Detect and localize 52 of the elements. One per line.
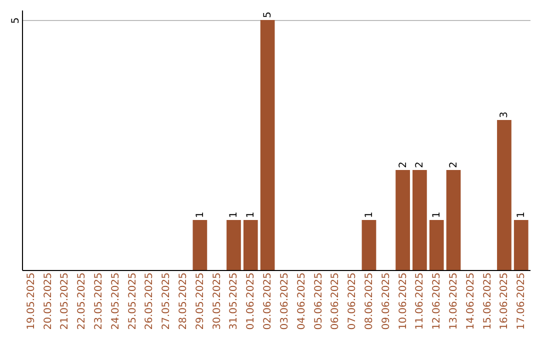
x-tick-label: 07.06.2025 bbox=[347, 272, 358, 330]
x-tick-label: 19.05.2025 bbox=[26, 272, 37, 330]
bar bbox=[362, 220, 376, 270]
data-label: 1 bbox=[228, 212, 240, 218]
x-tick-label: 13.06.2025 bbox=[448, 272, 460, 330]
x-tick-label: 03.06.2025 bbox=[279, 272, 290, 330]
x-tick-label: 09.06.2025 bbox=[380, 272, 392, 330]
x-tick-label: 23.05.2025 bbox=[93, 272, 104, 330]
bar bbox=[514, 220, 528, 270]
x-tick-label: 25.05.2025 bbox=[127, 272, 138, 330]
x-tick-label: 26.05.2025 bbox=[144, 272, 156, 330]
x-tick-label: 22.05.2025 bbox=[76, 272, 88, 330]
x-tick-label: 27.05.2025 bbox=[161, 272, 172, 330]
data-label: 1 bbox=[432, 212, 443, 218]
x-tick-label: 15.06.2025 bbox=[482, 272, 494, 330]
bar bbox=[497, 120, 512, 270]
x-tick-label: 05.06.2025 bbox=[313, 272, 324, 330]
x-tick-label: 30.05.2025 bbox=[212, 272, 223, 330]
data-label: 2 bbox=[448, 162, 460, 168]
data-label: 1 bbox=[194, 212, 206, 218]
x-tick-label: 14.06.2025 bbox=[465, 272, 476, 330]
x-tick-label: 24.05.2025 bbox=[110, 272, 122, 330]
bar bbox=[260, 20, 275, 270]
x-tick-label: 08.06.2025 bbox=[364, 272, 375, 330]
data-label: 2 bbox=[414, 162, 426, 168]
x-tick-label: 20.05.2025 bbox=[42, 272, 54, 330]
data-label: 1 bbox=[246, 212, 257, 218]
bar bbox=[243, 220, 258, 270]
x-tick-label: 11.06.2025 bbox=[414, 272, 426, 330]
data-label: 5 bbox=[262, 12, 274, 18]
data-label: 2 bbox=[398, 162, 409, 168]
x-tick-label: 12.06.2025 bbox=[432, 272, 443, 330]
x-tick-label: 21.05.2025 bbox=[60, 272, 71, 330]
bar bbox=[429, 220, 444, 270]
x-tick-label: 17.06.2025 bbox=[516, 272, 528, 330]
x-tick-label: 28.05.2025 bbox=[178, 272, 190, 330]
x-tick-label: 01.06.2025 bbox=[246, 272, 257, 330]
data-label: 1 bbox=[364, 212, 375, 218]
bar bbox=[446, 170, 461, 270]
bar bbox=[396, 170, 410, 270]
x-tick-label: 02.06.2025 bbox=[262, 272, 274, 330]
x-tick-label: 16.06.2025 bbox=[499, 272, 510, 330]
x-tick-label: 10.06.2025 bbox=[398, 272, 409, 330]
x-tick-label: 29.05.2025 bbox=[194, 272, 206, 330]
bar bbox=[192, 220, 208, 270]
data-label: 1 bbox=[516, 212, 528, 218]
bar bbox=[412, 170, 427, 270]
x-tick-label: 06.06.2025 bbox=[330, 272, 342, 330]
x-tick-label: 04.06.2025 bbox=[296, 272, 308, 330]
bar bbox=[226, 220, 241, 270]
data-label: 3 bbox=[499, 112, 510, 118]
x-tick-label: 31.05.2025 bbox=[228, 272, 240, 330]
